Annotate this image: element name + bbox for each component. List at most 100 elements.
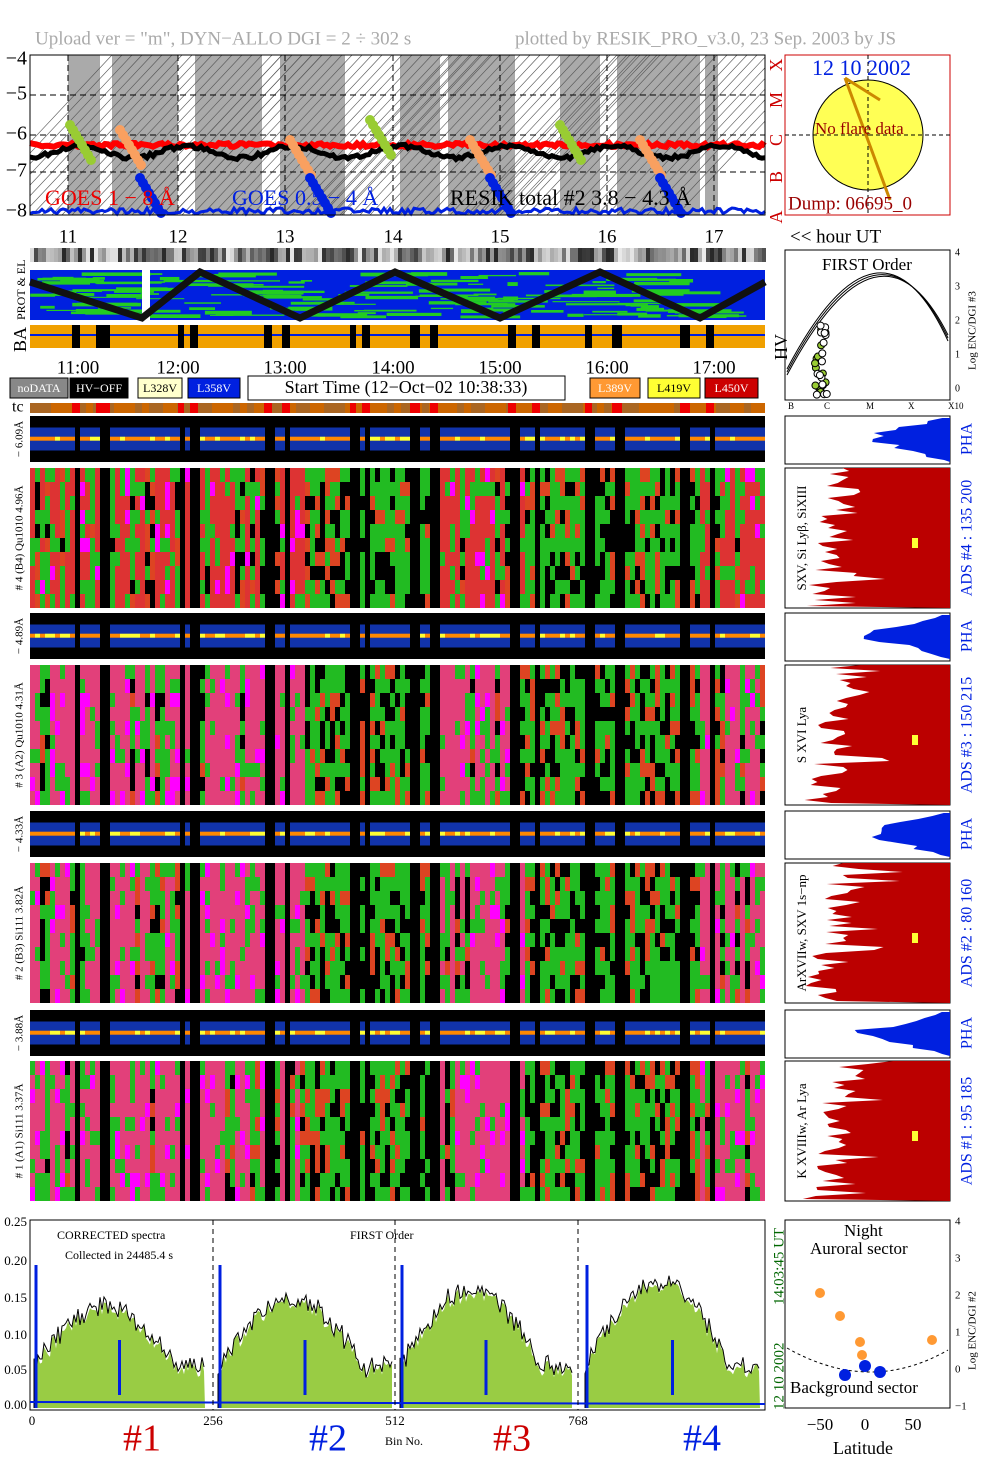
ads-cell: [155, 594, 160, 608]
pha-line: [575, 436, 580, 441]
tc-cell: [590, 403, 597, 413]
ads-cell: [275, 552, 280, 566]
ads-cell: [400, 552, 405, 566]
ads-cell: [605, 905, 610, 919]
ads-cell: [570, 552, 575, 566]
pha-line: [395, 831, 400, 836]
ads-cell: [90, 496, 95, 510]
ads-cell: [35, 863, 40, 877]
ads-cell: [305, 580, 310, 594]
ads-cell: [555, 665, 560, 679]
ads-cell: [170, 580, 175, 594]
ads-gap: [265, 863, 270, 1003]
ads-cell: [695, 679, 700, 693]
ads-cell: [445, 510, 450, 524]
ads-cell: [345, 749, 350, 763]
ads-cell: [40, 947, 45, 961]
pha-line: [665, 436, 670, 441]
ads-cell: [705, 566, 710, 580]
ads-cell: [540, 538, 545, 552]
ads-cell: [670, 468, 675, 482]
pha-line: [235, 633, 240, 638]
ads-cell: [475, 877, 480, 891]
ads-cell: [750, 468, 755, 482]
ads-cell: [565, 721, 570, 735]
ads-cell: [715, 707, 720, 721]
ads-cell: [460, 989, 465, 1003]
ads-cell: [630, 933, 635, 947]
ads-cell: [440, 975, 445, 989]
ads-cell: [65, 707, 70, 721]
ads-cell: [385, 524, 390, 538]
ads-cell: [140, 721, 145, 735]
ads-cell: [605, 947, 610, 961]
first-point: [822, 389, 831, 398]
ads-cell: [445, 468, 450, 482]
ads-cell: [400, 693, 405, 707]
ads-cell: [560, 947, 565, 961]
ads-cell: [625, 791, 630, 805]
ads-cell: [210, 947, 215, 961]
hatch: [201, 54, 353, 216]
ads-cell: [460, 665, 465, 679]
ads-cell: [325, 594, 330, 608]
ads-cell: [440, 594, 445, 608]
ads-cell: [405, 777, 410, 791]
ads-cell: [730, 777, 735, 791]
ads-cell: [715, 538, 720, 552]
ads-cell: [80, 933, 85, 947]
ads-cell: [205, 538, 210, 552]
ads-cell: [145, 524, 150, 538]
ads-cell: [140, 524, 145, 538]
pha-line: [490, 831, 495, 836]
ads-cell: [65, 919, 70, 933]
tc-gap: [190, 403, 198, 413]
ads-cell: [245, 580, 250, 594]
ads-cell: [310, 735, 315, 749]
ads-cell: [655, 735, 660, 749]
ads-hist: [806, 468, 950, 608]
ads-cell: [390, 707, 395, 721]
ads-cell: [155, 721, 160, 735]
ads-cell: [645, 777, 650, 791]
ads-cell: [520, 961, 525, 975]
ads-cell: [650, 877, 655, 891]
tc-cell: [275, 403, 282, 413]
pha-line: [740, 831, 745, 836]
pha-line: [700, 831, 705, 836]
ads-marker: [912, 735, 918, 745]
ads-cell: [295, 763, 300, 777]
ads-cell: [740, 538, 745, 552]
pha-line: [320, 831, 325, 836]
pha-line: [340, 436, 345, 441]
ads-cell: [470, 510, 475, 524]
strip: [98, 248, 102, 262]
strip: [314, 248, 318, 262]
ads-cell: [530, 524, 535, 538]
ads-cell: [655, 524, 660, 538]
ads-cell: [675, 749, 680, 763]
ads-cell: [400, 891, 405, 905]
ads-cell: [605, 496, 610, 510]
strip: [174, 248, 178, 262]
ads-cell: [520, 777, 525, 791]
ads-cell: [225, 524, 230, 538]
ads-cell: [295, 566, 300, 580]
ads-cell: [490, 763, 495, 777]
ads-cell: [325, 482, 330, 496]
pha-line: [760, 436, 765, 441]
ads-cell: [35, 919, 40, 933]
ads-cell: [425, 947, 430, 961]
ads-cell: [425, 538, 430, 552]
ads-gap: [710, 468, 715, 608]
ads-cell: [630, 496, 635, 510]
ads-cell: [95, 693, 100, 707]
ads-cell: [760, 524, 765, 538]
ads-cell: [525, 721, 530, 735]
ads-cell: [460, 721, 465, 735]
ads-cell: [160, 749, 165, 763]
ads-cell: [550, 905, 555, 919]
ads-cell: [610, 905, 615, 919]
ads-cell: [90, 919, 95, 933]
ads-cell: [335, 905, 340, 919]
